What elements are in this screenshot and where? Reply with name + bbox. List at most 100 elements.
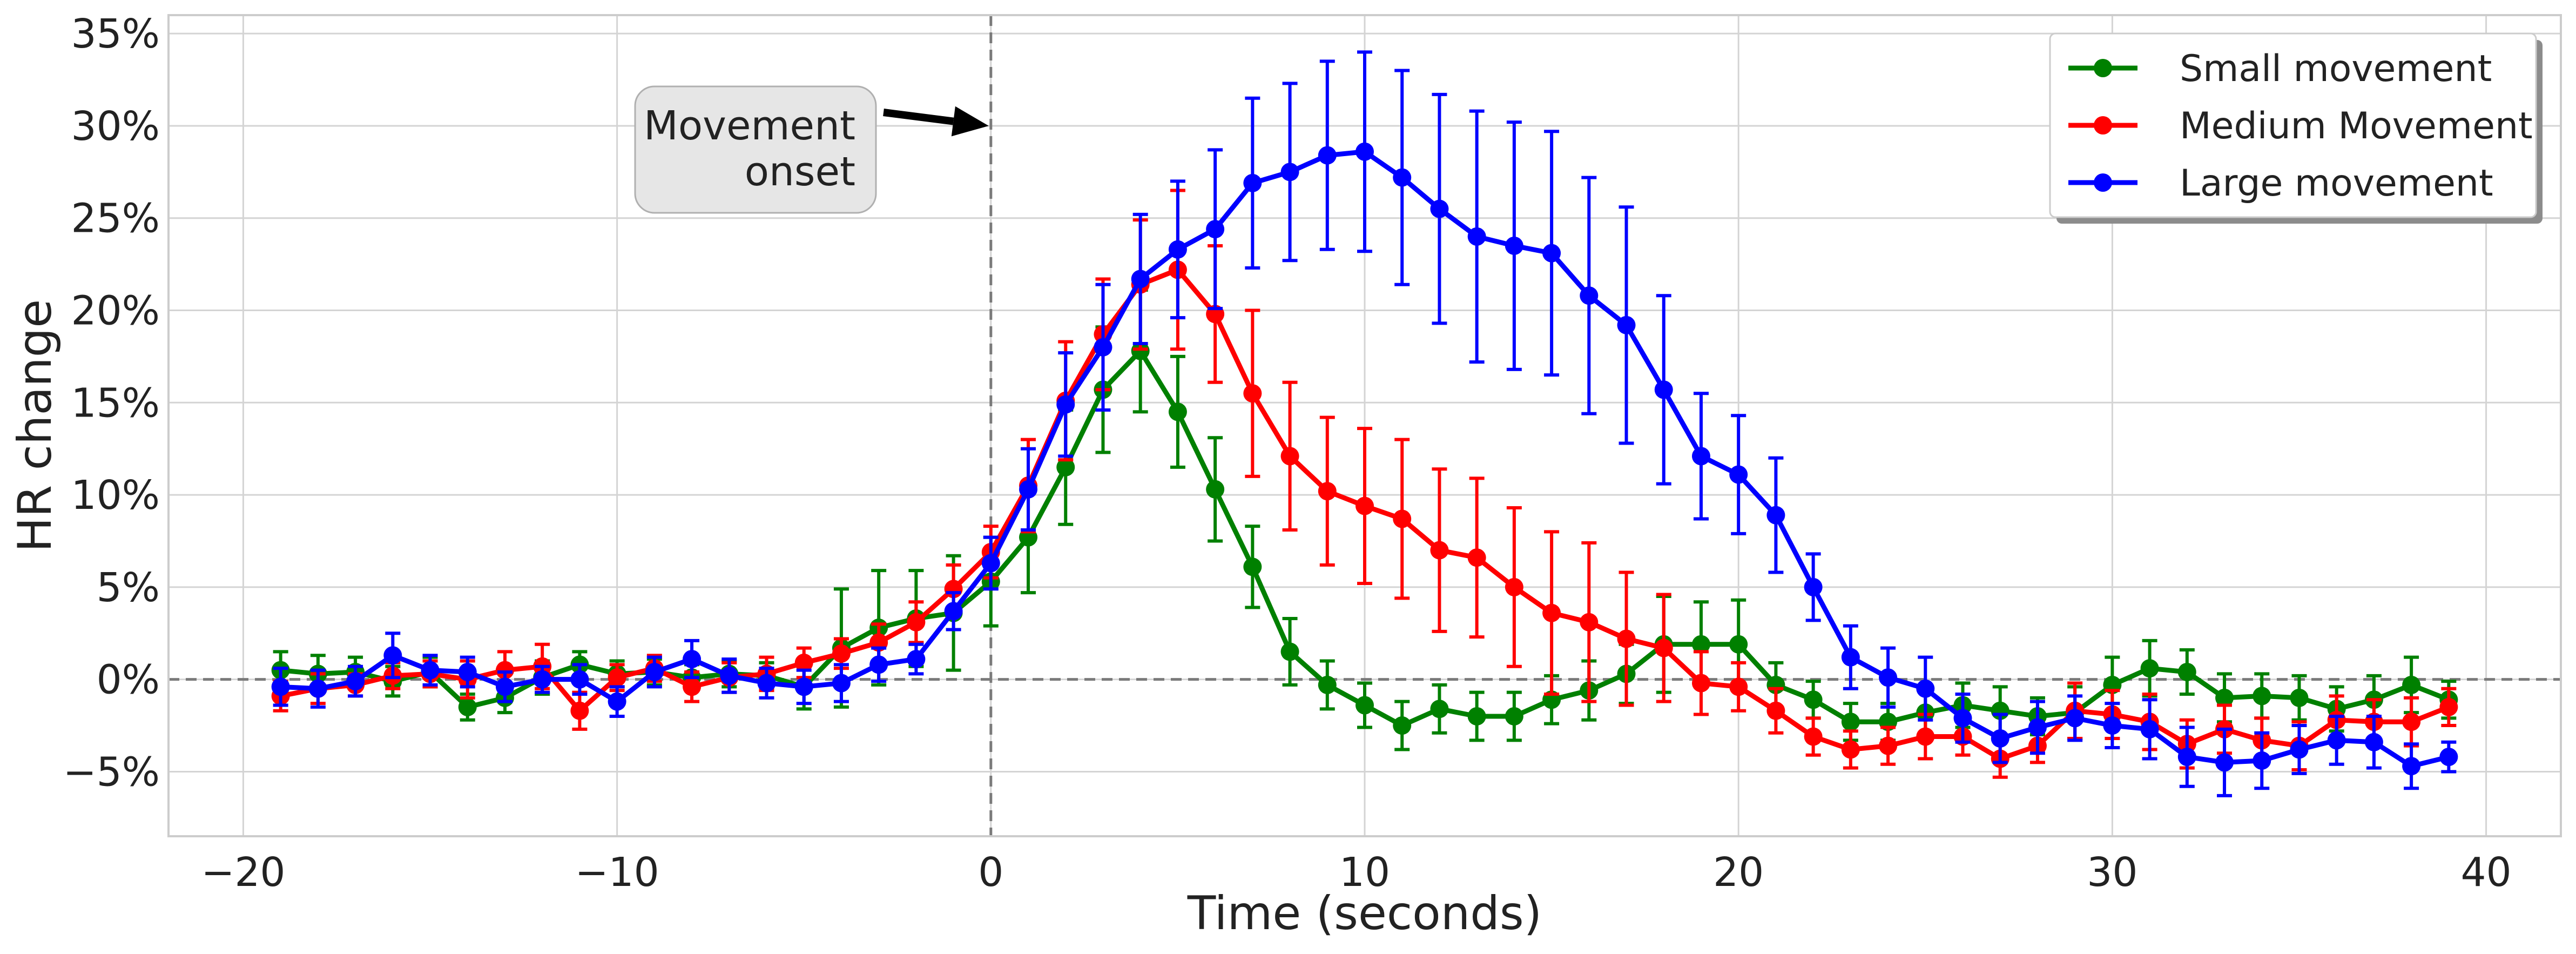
data-point: [1094, 338, 1112, 357]
data-point: [1131, 270, 1150, 288]
y-tick-label: 25%: [71, 196, 160, 242]
data-point: [1430, 199, 1449, 218]
annotation-text-line-1: Movement: [644, 103, 855, 149]
data-point: [832, 674, 851, 693]
y-tick-label: 10%: [71, 472, 160, 519]
data-point: [1804, 690, 1823, 709]
data-point: [1206, 220, 1225, 239]
data-point: [2290, 740, 2309, 759]
data-point: [1280, 447, 1299, 466]
data-point: [2177, 663, 2196, 681]
data-point: [1356, 142, 1374, 161]
legend-box: [2049, 32, 2537, 218]
data-point: [2177, 748, 2196, 767]
data-point: [608, 668, 626, 687]
data-point: [2439, 748, 2458, 767]
annotation-text-line-2: onset: [745, 149, 855, 195]
data-point: [2103, 716, 2122, 735]
data-point: [1953, 709, 1972, 728]
data-point: [1916, 727, 1935, 746]
data-point: [2253, 751, 2271, 770]
data-point: [1131, 341, 1150, 360]
data-point: [1691, 447, 1710, 466]
data-point: [2402, 713, 2421, 731]
data-point: [533, 670, 552, 689]
data-point: [308, 679, 327, 698]
data-point: [2402, 675, 2421, 694]
data-point: [1654, 380, 1673, 399]
annotation-arrow-shaft: [883, 109, 954, 125]
data-point: [1243, 173, 1262, 192]
data-point: [2364, 733, 2383, 751]
data-point: [1729, 635, 1748, 654]
data-point: [2253, 687, 2271, 706]
data-point: [383, 646, 402, 665]
data-point: [1841, 713, 1860, 731]
legend-label: Large movement: [2180, 162, 2493, 205]
data-point: [1729, 465, 1748, 484]
data-point: [2028, 718, 2047, 737]
data-point: [1280, 642, 1299, 661]
legend: Small movement Medium Movement Large movem…: [2049, 32, 2543, 224]
data-point: [683, 650, 702, 669]
data-point: [1393, 716, 1412, 735]
data-point: [1879, 668, 1898, 687]
data-point: [1691, 635, 1710, 654]
data-point: [944, 602, 963, 621]
legend-swatch-marker: [2094, 59, 2112, 77]
data-point: [1019, 480, 1038, 499]
data-point: [1766, 701, 1785, 720]
legend-swatch-marker: [2094, 116, 2112, 135]
x-tick-label: 0: [978, 849, 1003, 896]
data-point: [1056, 395, 1075, 414]
data-point: [1356, 496, 1374, 515]
data-point: [832, 644, 851, 663]
data-point: [458, 663, 477, 681]
data-point: [1243, 384, 1262, 403]
data-point: [271, 677, 290, 696]
data-point: [1617, 315, 1636, 334]
y-tick-label: 15%: [71, 380, 160, 426]
data-point: [1916, 679, 1935, 698]
data-point: [1505, 577, 1523, 596]
data-point: [495, 677, 514, 696]
plot-area-frame: [167, 14, 2562, 837]
data-point: [570, 701, 589, 720]
y-tick-label: 0%: [97, 657, 160, 703]
y-axis-title: HR change: [8, 299, 62, 552]
data-point: [2439, 697, 2458, 716]
data-point: [794, 677, 813, 696]
data-point: [1542, 244, 1561, 263]
data-point: [1467, 548, 1486, 567]
data-point: [2402, 757, 2421, 776]
data-point: [495, 661, 514, 680]
data-point: [645, 663, 664, 681]
data-point: [757, 674, 776, 693]
y-tick-label: 30%: [71, 103, 160, 150]
data-point: [346, 672, 365, 691]
data-point: [794, 653, 813, 672]
data-point: [1766, 506, 1785, 525]
data-point: [1168, 240, 1187, 259]
data-point: [1691, 674, 1710, 693]
data-point: [1879, 736, 1898, 755]
data-point: [1841, 648, 1860, 667]
data-point: [1580, 613, 1599, 631]
data-point: [1393, 509, 1412, 528]
data-point: [907, 613, 926, 631]
data-point: [421, 661, 440, 680]
legend-label: Medium Movement: [2180, 105, 2533, 147]
data-point: [2290, 688, 2309, 707]
data-point: [1206, 480, 1225, 499]
data-point: [1430, 541, 1449, 560]
data-point: [570, 670, 589, 689]
x-tick-label: 40: [2460, 849, 2511, 896]
x-tick-label: −10: [575, 849, 659, 896]
data-point: [2140, 720, 2159, 738]
data-point: [1654, 639, 1673, 657]
data-point: [1318, 675, 1337, 694]
data-point: [2215, 753, 2234, 772]
data-point: [2327, 731, 2346, 750]
x-tick-label: 20: [1713, 849, 1764, 896]
